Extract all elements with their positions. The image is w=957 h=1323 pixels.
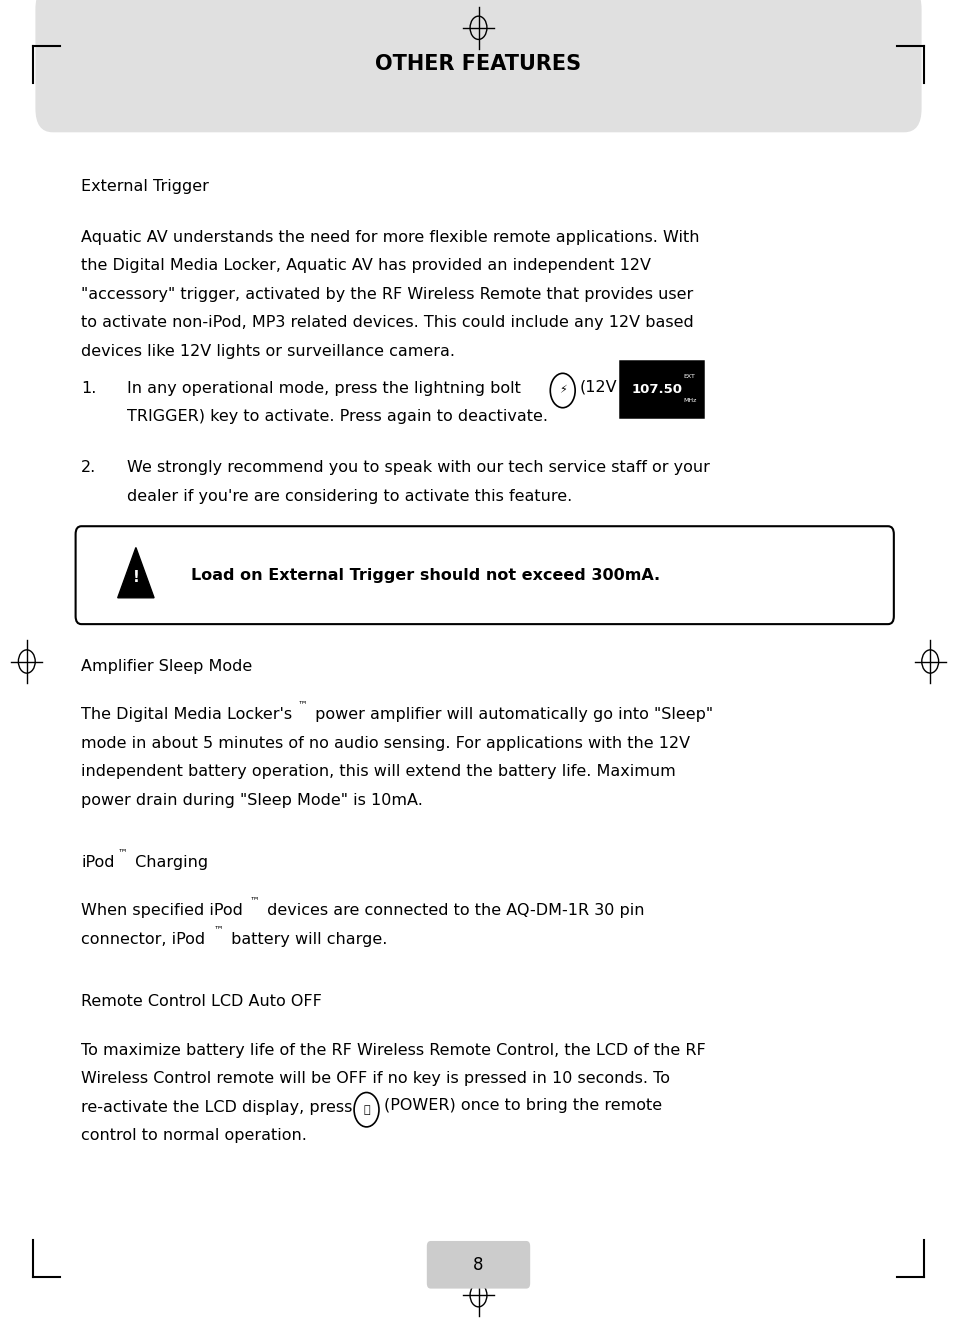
Text: MHz: MHz: [683, 398, 697, 402]
Text: TRIGGER) key to activate. Press again to deactivate.: TRIGGER) key to activate. Press again to…: [127, 409, 548, 423]
Text: !: !: [132, 570, 140, 585]
Text: ™: ™: [298, 700, 307, 709]
Text: the Digital Media Locker, Aquatic AV has provided an independent 12V: the Digital Media Locker, Aquatic AV has…: [81, 258, 652, 274]
Text: ⚡: ⚡: [559, 385, 567, 396]
Text: Charging: Charging: [130, 855, 209, 871]
Text: control to normal operation.: control to normal operation.: [81, 1129, 307, 1143]
Text: External Trigger: External Trigger: [81, 179, 210, 193]
Text: ™: ™: [250, 896, 259, 905]
Text: In any operational mode, press the lightning bolt: In any operational mode, press the light…: [127, 381, 522, 396]
Text: connector, iPod: connector, iPod: [81, 931, 206, 947]
FancyBboxPatch shape: [76, 527, 894, 624]
Text: (POWER) once to bring the remote: (POWER) once to bring the remote: [384, 1098, 662, 1113]
Polygon shape: [118, 548, 154, 598]
Text: power amplifier will automatically go into "Sleep": power amplifier will automatically go in…: [310, 708, 713, 722]
Text: EXT: EXT: [683, 374, 696, 380]
Text: ™: ™: [213, 923, 223, 934]
Text: To maximize battery life of the RF Wireless Remote Control, the LCD of the RF: To maximize battery life of the RF Wirel…: [81, 1043, 706, 1058]
Text: We strongly recommend you to speak with our tech service staff or your: We strongly recommend you to speak with …: [127, 460, 710, 475]
Text: devices like 12V lights or surveillance camera.: devices like 12V lights or surveillance …: [81, 344, 456, 359]
Text: 107.50: 107.50: [632, 382, 682, 396]
Text: re-activate the LCD display, press: re-activate the LCD display, press: [81, 1099, 353, 1115]
Text: battery will charge.: battery will charge.: [226, 931, 388, 947]
Text: Remote Control LCD Auto OFF: Remote Control LCD Auto OFF: [81, 995, 323, 1009]
Text: OTHER FEATURES: OTHER FEATURES: [375, 53, 582, 74]
FancyBboxPatch shape: [620, 361, 703, 417]
Text: Aquatic AV understands the need for more flexible remote applications. With: Aquatic AV understands the need for more…: [81, 230, 700, 245]
Text: 8: 8: [474, 1256, 483, 1274]
Text: Amplifier Sleep Mode: Amplifier Sleep Mode: [81, 659, 253, 673]
Text: ™: ™: [118, 847, 127, 857]
Text: iPod: iPod: [81, 855, 115, 871]
Bar: [53, 0, 904, 60]
Text: dealer if you're are considering to activate this feature.: dealer if you're are considering to acti…: [127, 488, 572, 504]
Text: power drain during "Sleep Mode" is 10mA.: power drain during "Sleep Mode" is 10mA.: [81, 792, 423, 807]
Text: Wireless Control remote will be OFF if no key is pressed in 10 seconds. To: Wireless Control remote will be OFF if n…: [81, 1072, 670, 1086]
Text: 1.: 1.: [81, 381, 97, 396]
Text: ⏻: ⏻: [364, 1105, 369, 1115]
Text: independent battery operation, this will extend the battery life. Maximum: independent battery operation, this will…: [81, 765, 676, 779]
Text: mode in about 5 minutes of no audio sensing. For applications with the 12V: mode in about 5 minutes of no audio sens…: [81, 736, 690, 750]
Text: When specified iPod: When specified iPod: [81, 904, 243, 918]
Text: The Digital Media Locker's: The Digital Media Locker's: [81, 708, 293, 722]
Text: (12V: (12V: [580, 380, 617, 394]
Text: 2.: 2.: [81, 460, 97, 475]
Text: devices are connected to the AQ-DM-1R 30 pin: devices are connected to the AQ-DM-1R 30…: [262, 904, 645, 918]
FancyBboxPatch shape: [35, 0, 922, 132]
Text: to activate non-iPod, MP3 related devices. This could include any 12V based: to activate non-iPod, MP3 related device…: [81, 315, 694, 331]
FancyBboxPatch shape: [427, 1241, 530, 1289]
Text: Load on External Trigger should not exceed 300mA.: Load on External Trigger should not exce…: [191, 568, 660, 582]
Text: "accessory" trigger, activated by the RF Wireless Remote that provides user: "accessory" trigger, activated by the RF…: [81, 287, 694, 302]
